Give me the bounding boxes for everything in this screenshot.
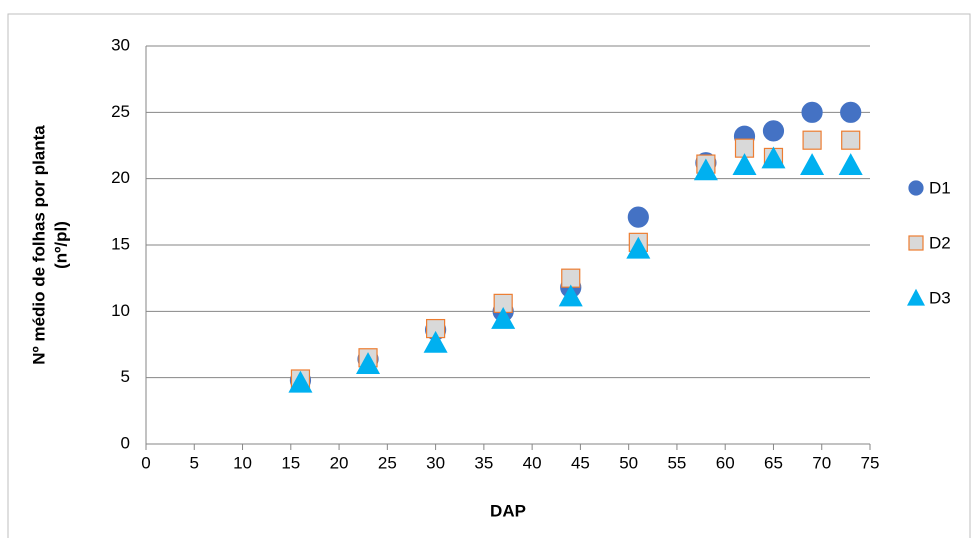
y-axis-label-line: Nº médio de folhas por planta xyxy=(29,125,48,365)
y-tick-label: 10 xyxy=(111,301,130,320)
point xyxy=(801,101,823,123)
y-tick-label: 15 xyxy=(111,234,130,253)
point xyxy=(802,130,822,150)
x-tick-label: 35 xyxy=(474,453,493,472)
point xyxy=(693,158,718,181)
point xyxy=(627,206,649,228)
point xyxy=(761,146,786,169)
point xyxy=(838,153,863,175)
x-tick-label: 75 xyxy=(861,453,880,472)
y-tick-label: 20 xyxy=(111,168,130,187)
x-tick-label: 50 xyxy=(619,453,638,472)
point xyxy=(423,330,448,353)
chart-border xyxy=(7,13,971,538)
point xyxy=(626,236,651,259)
x-tick-label: 60 xyxy=(716,453,735,472)
x-axis-label: DAP xyxy=(490,501,526,520)
point xyxy=(288,370,313,393)
x-tick-label: 70 xyxy=(812,453,831,472)
x-tick-label: 30 xyxy=(426,453,445,472)
legend-label: D1 xyxy=(929,178,951,197)
point xyxy=(800,153,825,175)
x-tick-label: 65 xyxy=(764,453,783,472)
x-tick-label: 5 xyxy=(190,453,199,472)
point xyxy=(558,284,583,307)
x-tick-label: 15 xyxy=(281,453,300,472)
point xyxy=(762,120,785,142)
x-tick-label: 55 xyxy=(667,453,686,472)
point xyxy=(732,153,757,175)
x-tick-label: 20 xyxy=(330,453,349,472)
y-axis-label: Nº médio de folhas por planta (nº/pl) xyxy=(29,125,70,365)
point xyxy=(356,352,381,374)
point xyxy=(561,268,581,288)
legend-marker xyxy=(908,180,924,196)
y-axis-label-line: (nº/pl) xyxy=(51,221,70,269)
x-tick-label: 10 xyxy=(233,453,252,472)
legend-label: D2 xyxy=(929,233,951,252)
legend-label: D3 xyxy=(929,288,951,307)
y-tick-label: 25 xyxy=(111,102,130,121)
point xyxy=(840,101,862,123)
x-tick-label: 0 xyxy=(141,453,150,472)
x-tick-label: 40 xyxy=(523,453,542,472)
x-tick-label: 45 xyxy=(571,453,590,472)
y-tick-label: 5 xyxy=(121,367,130,386)
x-tick-label: 25 xyxy=(378,453,397,472)
point xyxy=(841,130,861,150)
legend-marker xyxy=(907,288,925,306)
y-tick-label: 30 xyxy=(111,35,130,54)
legend-marker xyxy=(908,235,924,251)
y-tick-label: 0 xyxy=(121,433,130,452)
point xyxy=(491,307,516,329)
